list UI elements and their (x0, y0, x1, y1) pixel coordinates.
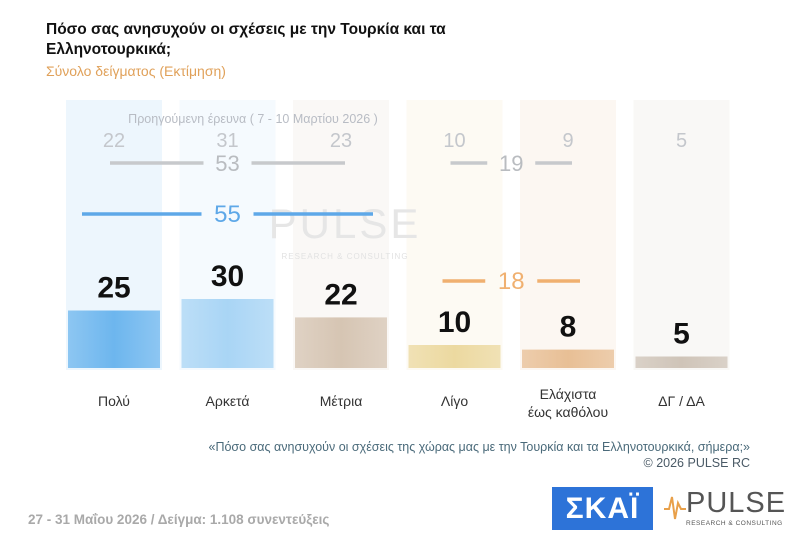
bar-value-label: 8 (560, 311, 577, 344)
previous-survey-label: Προηγούμενη έρευνα ( 7 - 10 Μαρτίου 2026… (128, 112, 378, 126)
skai-logo-text: ΣΚΑΪ (565, 491, 640, 525)
chart-title: Πόσο σας ανησυχούν οι σχέσεις με την Του… (46, 21, 446, 58)
previous-value-label: 9 (562, 130, 573, 152)
bar-value-label: 30 (211, 260, 244, 293)
question-text: «Πόσο σας ανησυχούν οι σχέσεις της χώρας… (208, 440, 751, 454)
bar-value-label: 25 (97, 272, 130, 305)
previous-group-total: 53 (215, 151, 239, 176)
previous-value-label: 10 (443, 130, 465, 152)
group-total-value: 18 (498, 268, 525, 295)
previous-value-label: 22 (103, 130, 125, 152)
bar-value-label: 10 (438, 306, 471, 339)
chart-subtitle: Σύνολο δείγματος (Εκτίμηση) (46, 63, 226, 79)
bar (295, 317, 387, 368)
watermark-text: PULSE (269, 200, 422, 247)
category-label: Μέτρια (320, 393, 363, 409)
footer-date-sample: 27 - 31 Μαΐου 2026 / Δείγμα: 1.108 συνεν… (28, 512, 330, 527)
pulse-logo-word: PULSE (686, 487, 787, 519)
category-label: Ελάχιστα (540, 386, 597, 402)
bar-value-label: 5 (673, 318, 690, 351)
category-label: Λίγο (441, 393, 468, 409)
column-background (406, 100, 503, 370)
watermark-tag: RESEARCH & CONSULTING (281, 252, 408, 261)
category-label: Πολύ (98, 393, 130, 409)
bar (522, 349, 614, 368)
column-background (520, 100, 616, 370)
column-background (633, 100, 730, 370)
previous-value-label: 5 (676, 130, 687, 152)
bar (408, 345, 501, 368)
group-total-value: 55 (214, 201, 241, 228)
bar-chart: PULSE RESEARCH & CONSULTING Προηγούμενη έρ… (66, 100, 730, 420)
copyright-text: © 2026 PULSE RC (643, 456, 750, 470)
category-label: ΔΓ / ΔΑ (658, 393, 705, 409)
bar (68, 310, 160, 368)
pulse-logo: PULSE RESEARCH & CONSULTING (664, 487, 787, 531)
previous-value-label: 31 (216, 130, 238, 152)
bar-value-label: 22 (324, 278, 357, 311)
bar (635, 356, 728, 368)
category-label: έως καθόλου (528, 404, 608, 420)
category-label: Αρκετά (206, 393, 250, 409)
previous-group-total: 19 (499, 151, 523, 176)
pulse-wave-icon (664, 496, 686, 520)
previous-value-label: 23 (330, 130, 352, 152)
pulse-logo-tag: RESEARCH & CONSULTING (686, 520, 783, 527)
bar (181, 299, 274, 368)
skai-logo: ΣΚΑΪ (552, 487, 653, 530)
